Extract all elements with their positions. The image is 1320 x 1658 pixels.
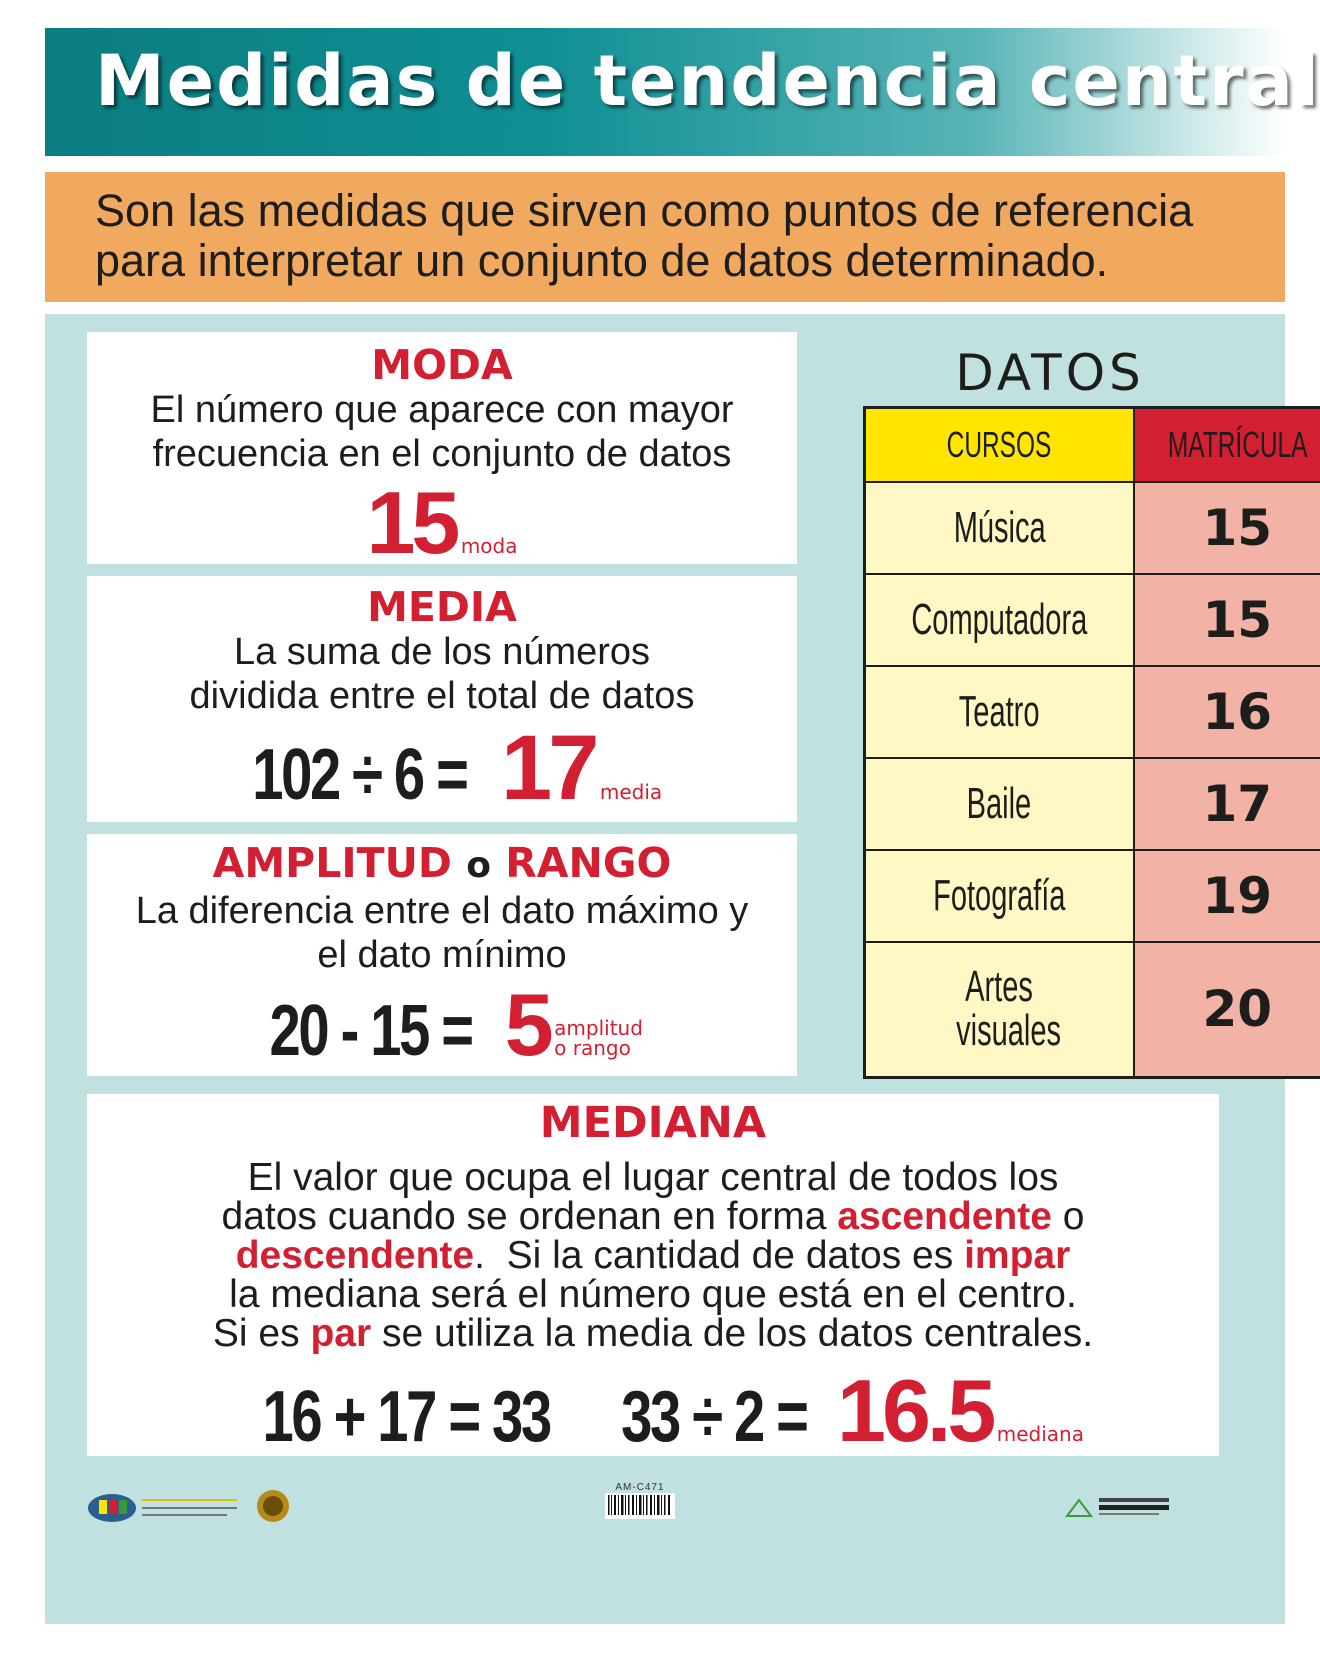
mediana-line-5: Si es par se utiliza la media de los dat… [87, 1314, 1219, 1353]
mediana-result: 16.5 [837, 1361, 996, 1460]
moda-heading: MODA [371, 341, 513, 389]
mediana-heading: MEDIANA [539, 1098, 767, 1148]
mediana-line-2: datos cuando se ordenan en forma ascende… [87, 1197, 1219, 1236]
mediana-equation-1: 16 + 17 = 33 [262, 1377, 553, 1457]
header-matricula-label: MATRÍCULA [1167, 423, 1308, 465]
mediana-equation-2: 33 ÷ 2 = [620, 1377, 809, 1457]
matricula-cell: 15 [1132, 572, 1320, 667]
media-card: MEDIA La suma de los números dividida en… [87, 576, 797, 822]
header-cursos: CURSOS [863, 406, 1135, 483]
mediana-line-1: El valor que ocupa el lugar central de t… [247, 1156, 1059, 1199]
mediana-ascendente: ascendente [837, 1195, 1052, 1238]
moda-result: 15 [366, 473, 460, 572]
amplitud-result-label-1: amplitud [554, 1016, 643, 1040]
title-banner: Medidas de tendencia central [45, 28, 1319, 156]
media-result-label: media [599, 780, 663, 804]
matricula-cell: 20 [1132, 940, 1320, 1079]
intro-banner: Son las medidas que sirven como puntos d… [45, 172, 1285, 302]
table-row: Fotografía 19 [863, 848, 1320, 943]
table-row: Música 15 [863, 480, 1320, 575]
mediana-result-label: mediana [996, 1422, 1084, 1446]
barcode: AM-C471 [600, 1482, 680, 1532]
curso-cell: Computadora [863, 572, 1135, 667]
mediana-line-5-a: Si es [212, 1312, 300, 1355]
matricula-value: 15 [1202, 590, 1273, 649]
table-row: Baile 17 [863, 756, 1320, 851]
datos-header-row: CURSOS MATRÍCULA [863, 406, 1320, 483]
mediana-line-3: descendente. Si la cantidad de datos es … [87, 1236, 1219, 1275]
amplitud-result: 5 [504, 975, 554, 1074]
curso-label: Música [953, 502, 1046, 552]
matricula-value: 17 [1202, 774, 1273, 833]
moda-description: El número que aparece con mayor frecuenc… [150, 389, 734, 475]
seal-icon [255, 1488, 295, 1538]
amplitud-heading-b: RANGO [505, 839, 672, 887]
media-equation: 102 ÷ 6 = [252, 735, 469, 815]
media-equation-row: 102 ÷ 6 = 17 media [87, 716, 797, 821]
mediana-impar: impar [964, 1234, 1071, 1277]
curso-cell: Fotografía [863, 848, 1135, 943]
media-heading: MEDIA [367, 583, 517, 631]
amplitud-description: La diferencia entre el dato máximo y el … [135, 890, 749, 976]
moda-card: MODA El número que aparece con mayor fre… [87, 332, 797, 572]
amplitud-connector: o [466, 845, 491, 886]
publisher-logo [87, 1488, 247, 1538]
mediana-descendente: descendente [235, 1234, 475, 1277]
media-result: 17 [501, 717, 599, 819]
mediana-card: MEDIANA El valor que ocupa el lugar cent… [87, 1094, 1219, 1460]
curso-label: Teatro [958, 686, 1040, 736]
amplitud-result-label: amplitud o rango [554, 1018, 643, 1058]
header-cursos-label: CURSOS [946, 423, 1052, 465]
moda-result-row: 15 moda [87, 472, 797, 574]
datos-table: CURSOS MATRÍCULA Música 15 Computadora 1… [863, 406, 1320, 1079]
matricula-value: 19 [1202, 866, 1273, 925]
curso-label: Computadora [911, 594, 1088, 644]
barcode-icon [605, 1493, 675, 1519]
media-description: La suma de los números dividida entre el… [189, 631, 695, 717]
curso-label: Baile [967, 778, 1032, 828]
mediana-description: El valor que ocupa el lugar central de t… [87, 1158, 1219, 1353]
moda-result-label: moda [460, 534, 518, 558]
page-title: Medidas de tendencia central [95, 40, 1320, 122]
matricula-cell: 19 [1132, 848, 1320, 943]
curso-cell: Baile [863, 756, 1135, 851]
printer-logo [1065, 1492, 1175, 1542]
datos-title: DATOS [955, 344, 1145, 402]
curso-label: Artes visuales [956, 962, 1062, 1056]
matricula-value: 16 [1202, 682, 1273, 741]
product-code: AM-C471 [615, 1482, 665, 1493]
amplitud-equation: 20 - 15 = [269, 991, 475, 1071]
mediana-line-5-b: se utiliza la media de los datos central… [382, 1312, 1094, 1355]
matricula-cell: 15 [1132, 480, 1320, 575]
matricula-cell: 16 [1132, 664, 1320, 759]
mediana-equation-row: 16 + 17 = 33 33 ÷ 2 = 16.5 mediana [87, 1360, 1219, 1462]
matricula-value: 15 [1202, 498, 1273, 557]
header-matricula: MATRÍCULA [1132, 406, 1320, 483]
amplitud-result-label-2: o rango [554, 1036, 631, 1060]
amplitud-card: AMPLITUD o RANGO La diferencia entre el … [87, 834, 797, 1076]
mediana-line-2-a: datos cuando se ordenan en forma [221, 1195, 827, 1238]
curso-cell: Artes visuales [863, 940, 1135, 1079]
intro-text: Son las medidas que sirven como puntos d… [95, 185, 1194, 286]
mediana-line-4: la mediana será el número que está en el… [229, 1273, 1077, 1316]
amplitud-heading-a: AMPLITUD [212, 839, 452, 887]
poster: Medidas de tendencia central Son las med… [45, 28, 1320, 1624]
mediana-line-2-b: o [1062, 1195, 1085, 1238]
amplitud-equation-row: 20 - 15 = 5 amplitud o rango [87, 974, 797, 1076]
amplitud-heading: AMPLITUD o RANGO [87, 840, 797, 889]
curso-label: Fotografía [933, 870, 1066, 920]
content-panel: MODA El número que aparece con mayor fre… [45, 314, 1320, 1624]
curso-cell: Teatro [863, 664, 1135, 759]
mediana-par: par [310, 1312, 372, 1355]
matricula-cell: 17 [1132, 756, 1320, 851]
table-row: Artes visuales 20 [863, 940, 1320, 1079]
mediana-line-3-a: . Si la cantidad de datos es [474, 1234, 954, 1277]
matricula-value: 20 [1202, 980, 1273, 1039]
curso-cell: Música [863, 480, 1135, 575]
table-row: Teatro 16 [863, 664, 1320, 759]
table-row: Computadora 15 [863, 572, 1320, 667]
